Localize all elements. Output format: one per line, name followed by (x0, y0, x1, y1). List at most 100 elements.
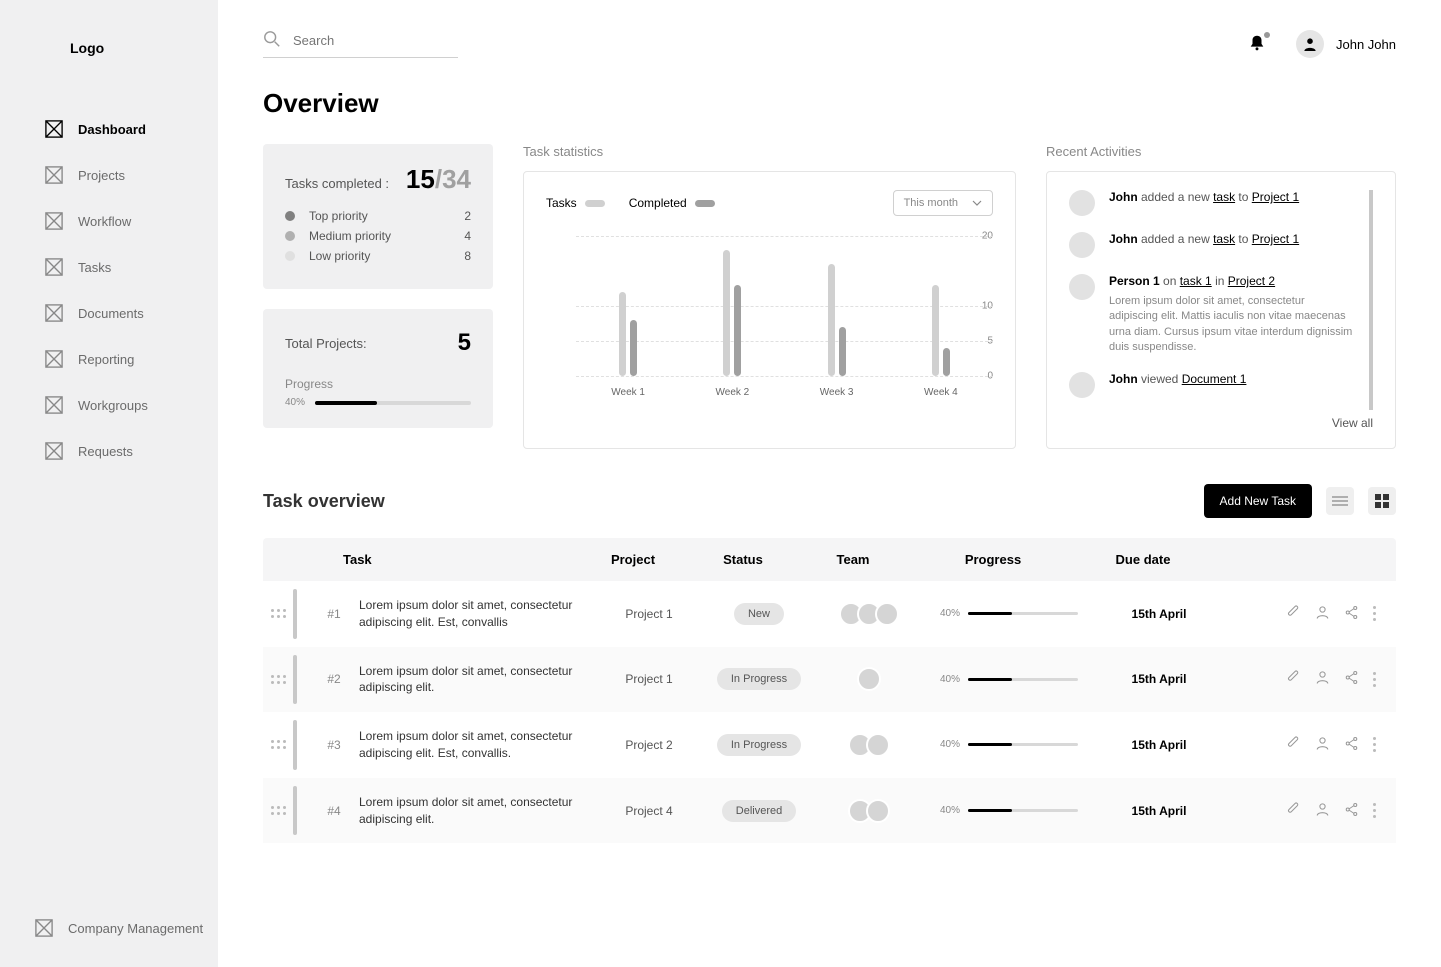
task-statistics-title: Task statistics (523, 144, 1016, 159)
task-desc: Lorem ipsum dolor sit amet, consectetur … (359, 597, 599, 631)
share-icon[interactable] (1344, 670, 1359, 688)
placeholder-icon (45, 166, 63, 184)
topbar: John John (263, 30, 1396, 58)
progress-bar (315, 401, 471, 405)
task-team-cell (819, 667, 919, 691)
share-icon[interactable] (1344, 802, 1359, 820)
nav-item-documents[interactable]: Documents (0, 290, 218, 336)
notification-dot-icon (1264, 32, 1270, 38)
task-actions (1219, 802, 1396, 820)
nav-item-tasks[interactable]: Tasks (0, 244, 218, 290)
more-options-icon[interactable] (1373, 803, 1376, 818)
nav-item-workflow[interactable]: Workflow (0, 198, 218, 244)
search-input[interactable] (293, 33, 458, 48)
total-projects-label: Total Projects: (285, 336, 367, 351)
chart-area: 201050Week 1Week 2Week 3Week 4 (546, 236, 993, 406)
sidebar-footer[interactable]: Company Management (0, 899, 218, 967)
task-statistics-section: Task statistics TasksCompleted This mont… (523, 144, 1016, 449)
assign-user-icon[interactable] (1315, 670, 1330, 688)
nav-item-reporting[interactable]: Reporting (0, 336, 218, 382)
share-icon[interactable] (1344, 736, 1359, 754)
assign-user-icon[interactable] (1315, 802, 1330, 820)
legend-label: Tasks (546, 196, 577, 210)
assign-user-icon[interactable] (1315, 736, 1330, 754)
grid-view-toggle[interactable] (1368, 487, 1396, 515)
status-badge: In Progress (717, 668, 801, 690)
legend-swatch-icon (695, 200, 715, 207)
task-team-cell (819, 799, 919, 823)
task-actions (1219, 736, 1396, 754)
list-view-toggle[interactable] (1326, 487, 1354, 515)
attachment-icon[interactable] (1286, 802, 1301, 820)
placeholder-icon (45, 258, 63, 276)
task-team-cell (819, 733, 919, 757)
activity-avatar-icon (1069, 190, 1095, 216)
chevron-down-icon (972, 197, 982, 209)
nav-item-workgroups[interactable]: Workgroups (0, 382, 218, 428)
view-all-link[interactable]: View all (1332, 416, 1373, 430)
table-header: Task Project Status Team Progress Due da… (263, 538, 1396, 581)
add-task-button[interactable]: Add New Task (1204, 484, 1312, 518)
priority-dot-icon (285, 251, 295, 261)
task-project: Project 1 (599, 607, 699, 621)
nav-item-requests[interactable]: Requests (0, 428, 218, 474)
cards-row: Tasks completed : 15/34 Top priority2Med… (263, 144, 1396, 449)
attachment-icon[interactable] (1286, 670, 1301, 688)
drag-handle[interactable] (263, 609, 293, 618)
task-project: Project 1 (599, 672, 699, 686)
x-label: Week 2 (716, 387, 750, 398)
share-icon[interactable] (1344, 605, 1359, 623)
period-selector[interactable]: This month (893, 190, 993, 216)
attachment-icon[interactable] (1286, 736, 1301, 754)
placeholder-icon (45, 442, 63, 460)
col-project: Project (583, 552, 683, 567)
col-team: Team (803, 552, 903, 567)
attachment-icon[interactable] (1286, 605, 1301, 623)
table-row[interactable]: #4 Lorem ipsum dolor sit amet, consectet… (263, 778, 1396, 844)
nav-label: Projects (78, 168, 125, 183)
priority-label: Medium priority (309, 229, 464, 243)
user-avatar-icon (1296, 30, 1324, 58)
notifications-button[interactable] (1248, 34, 1266, 55)
activities-title: Recent Activities (1046, 144, 1396, 159)
bar-tasks (932, 285, 939, 376)
table-row[interactable]: #1 Lorem ipsum dolor sit amet, consectet… (263, 581, 1396, 647)
status-badge: In Progress (717, 734, 801, 756)
placeholder-icon (45, 120, 63, 138)
activity-text: John viewed Document 1 (1109, 372, 1246, 398)
logo: Logo (0, 0, 218, 56)
summary-column: Tasks completed : 15/34 Top priority2Med… (263, 144, 493, 449)
legend-swatch-icon (585, 200, 605, 207)
team-avatar-icon (866, 799, 890, 823)
drag-handle[interactable] (263, 806, 293, 815)
user-menu[interactable]: John John (1296, 30, 1396, 58)
more-options-icon[interactable] (1373, 672, 1376, 687)
assign-user-icon[interactable] (1315, 605, 1330, 623)
page-title: Overview (263, 88, 1396, 119)
bars-row: Week 1Week 2Week 3Week 4 (576, 236, 993, 376)
bar-tasks (723, 250, 730, 376)
placeholder-icon (45, 396, 63, 414)
bar-group: Week 4 (932, 236, 950, 376)
task-project: Project 4 (599, 804, 699, 818)
nav-item-projects[interactable]: Projects (0, 152, 218, 198)
table-row[interactable]: #3 Lorem ipsum dolor sit amet, consectet… (263, 712, 1396, 778)
table-row[interactable]: #2 Lorem ipsum dolor sit amet, consectet… (263, 647, 1396, 713)
bar-completed (839, 327, 846, 376)
grid-line (576, 376, 993, 377)
search-wrap (263, 30, 458, 58)
more-options-icon[interactable] (1373, 737, 1376, 752)
task-due: 15th April (1099, 804, 1219, 818)
bar-group: Week 3 (828, 236, 846, 376)
task-progress-cell: 40% (919, 739, 1099, 750)
nav-item-dashboard[interactable]: Dashboard (0, 106, 218, 152)
priority-label: Top priority (309, 209, 464, 223)
bar-group: Week 1 (619, 236, 637, 376)
more-options-icon[interactable] (1373, 606, 1376, 621)
drag-handle[interactable] (263, 740, 293, 749)
status-badge: New (734, 603, 784, 625)
task-overview-controls: Add New Task (1204, 484, 1396, 518)
total-projects-card: Total Projects: 5 Progress 40% (263, 309, 493, 428)
drag-handle[interactable] (263, 675, 293, 684)
user-name: John John (1336, 37, 1396, 52)
